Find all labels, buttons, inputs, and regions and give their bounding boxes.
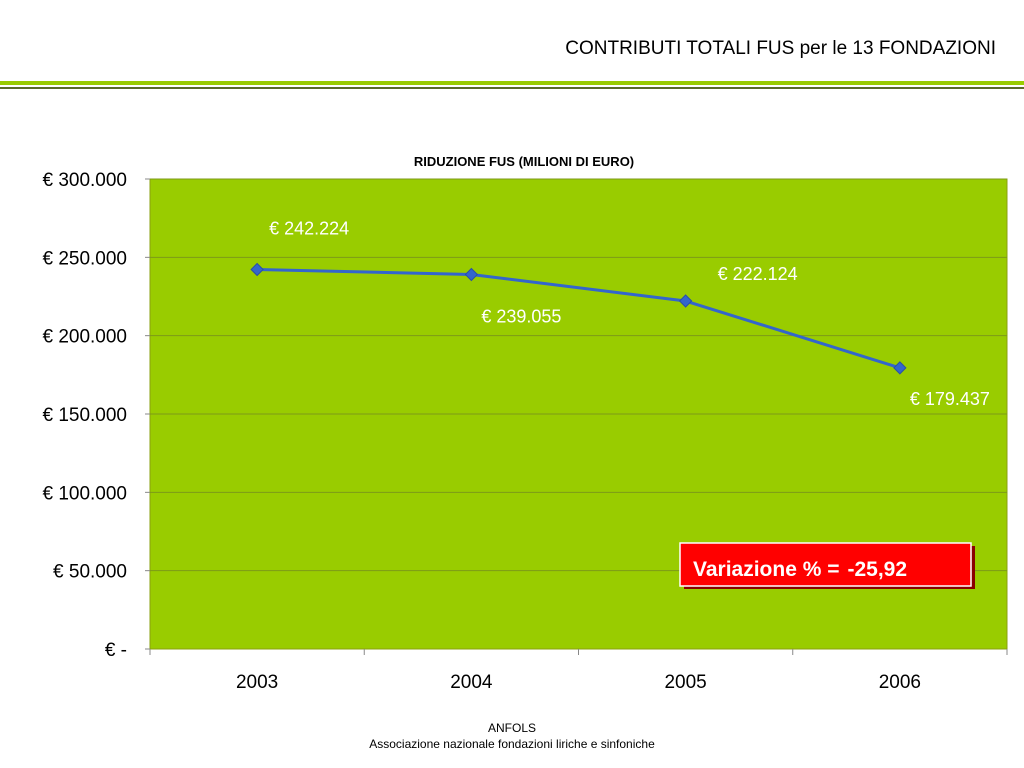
variation-callout: Variazione % = -25,92: [679, 542, 975, 589]
data-point-marker: [678, 294, 693, 308]
y-tick-label: € 300.000: [42, 170, 127, 191]
gridlines: [150, 178, 1007, 572]
data-label: € 242.224: [269, 219, 349, 239]
x-tick-label: 2005: [664, 672, 706, 693]
y-tick-label: € 100.000: [42, 483, 127, 504]
series: € 242.224 € 239.055 € 222.124 € 179.437: [250, 219, 990, 409]
svg-text:Variazione % =-25,92: Variazione % = -25,92: [693, 558, 907, 581]
x-tick-label: 2006: [879, 672, 921, 693]
data-point-marker: [250, 262, 264, 277]
y-tick-label: € -: [105, 640, 127, 661]
variation-value: -25,92: [848, 558, 908, 581]
chart-title: RIDUZIONE FUS (MILIONI DI EURO): [414, 154, 634, 169]
data-label: € 239.055: [481, 306, 561, 326]
footer-org: ANFOLS: [487, 721, 536, 735]
x-tick-label: 2003: [236, 672, 278, 693]
slide-title: CONTRIBUTI TOTALI FUS per le 13 FONDAZIO…: [565, 38, 996, 59]
y-tick-label: € 150.000: [42, 405, 127, 426]
x-tick-label: 2004: [450, 672, 493, 693]
y-tick-label: € 50.000: [53, 562, 127, 583]
y-tick-label: € 250.000: [42, 248, 127, 269]
y-tick-label: € 200.000: [42, 327, 127, 348]
data-point-marker: [464, 267, 479, 282]
series-line: [257, 268, 901, 370]
data-label: € 222.124: [718, 264, 798, 284]
data-point-marker: [893, 361, 907, 375]
header-dark-rule: [0, 87, 1024, 89]
x-axis: 2003 2004 2005 2006: [149, 649, 1008, 693]
variation-label: Variazione % =: [693, 558, 840, 581]
data-label: € 179.437: [910, 389, 990, 409]
y-axis: € - € 50.000 € 100.000 € 150.000 € 200.000 € …: [42, 170, 150, 661]
header-accent-rule: [0, 81, 1024, 85]
footer-description: Associazione nazionale fondazioni lirich…: [369, 737, 655, 751]
